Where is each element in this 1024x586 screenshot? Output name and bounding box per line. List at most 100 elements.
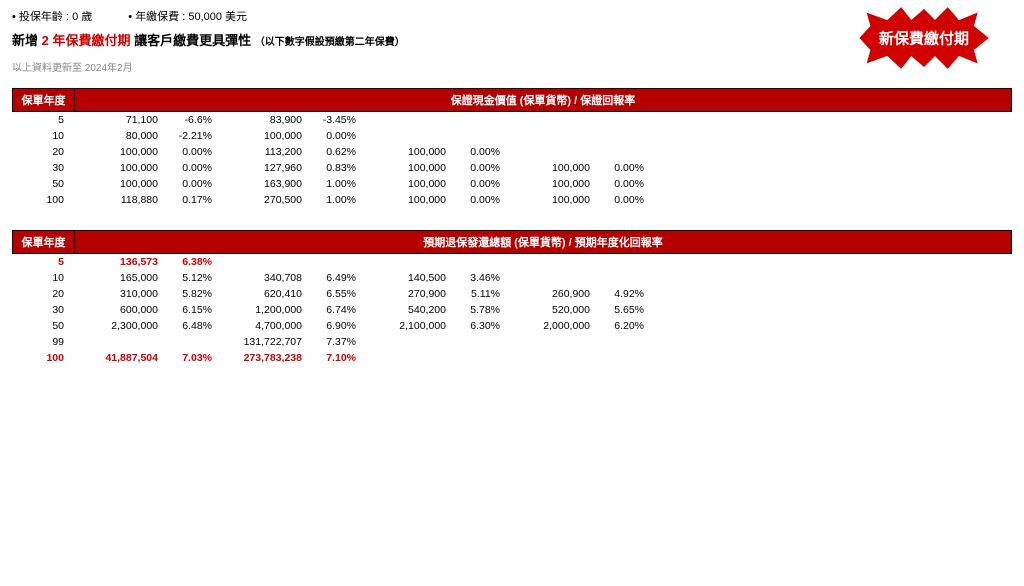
cell-value (362, 350, 452, 366)
cell-pct: 0.00% (596, 192, 650, 208)
cell-pct: -6.6% (164, 112, 218, 128)
cell-pct: 7.03% (164, 350, 218, 366)
cell-value: 165,000 (74, 270, 164, 286)
cell-pct: 1.00% (308, 176, 362, 192)
table-row: 571,100-6.6%83,900-3.45% (12, 112, 1012, 128)
cell-pct: 6.48% (164, 318, 218, 334)
cell-value: 113,200 (218, 144, 308, 160)
cell-pct (884, 254, 938, 270)
cell-pct: 3.46% (452, 270, 506, 286)
cell-value: 260,900 (506, 286, 596, 302)
table-projected: 保單年度 預期退保發還總額 (保單貨幣) / 預期年度化回報率 5136,573… (12, 230, 1012, 366)
cell-value (650, 302, 740, 318)
cell-pct (740, 176, 794, 192)
cell-pct (740, 286, 794, 302)
update-date-note: 以上資料更新至 2024年2月 (12, 59, 405, 74)
cell-value: 273,783,238 (218, 350, 308, 366)
cell-pct: 0.00% (452, 176, 506, 192)
cell-pct: 7.10% (308, 350, 362, 366)
cell-pct (884, 192, 938, 208)
bullet-age: 投保年齡 : 0 歲 (12, 8, 92, 24)
table2-body: 5136,5736.38%10165,0005.12%340,7086.49%1… (12, 254, 1012, 366)
table-row: 10165,0005.12%340,7086.49%140,5003.46% (12, 270, 1012, 286)
cell-year: 30 (12, 302, 74, 318)
title-pre: 新增 (12, 33, 38, 48)
cell-value (362, 254, 452, 270)
cell-pct (740, 192, 794, 208)
header-left: 投保年齡 : 0 歲 年繳保費 : 50,000 美元 新增 2 年保費繳付期 … (12, 8, 405, 74)
cell-value: 71,100 (74, 112, 164, 128)
cell-value (794, 286, 884, 302)
cell-pct: 5.12% (164, 270, 218, 286)
cell-pct (740, 350, 794, 366)
cell-value: 270,900 (362, 286, 452, 302)
cell-pct (740, 318, 794, 334)
table-row: 30100,0000.00%127,9600.83%100,0000.00%10… (12, 160, 1012, 176)
cell-pct (740, 128, 794, 144)
cell-year: 5 (12, 112, 74, 128)
cell-pct: 5.65% (596, 302, 650, 318)
cell-pct (884, 318, 938, 334)
cell-value (794, 270, 884, 286)
cell-value (650, 176, 740, 192)
cell-pct: 4.92% (596, 286, 650, 302)
cell-pct (596, 128, 650, 144)
cell-pct (596, 270, 650, 286)
cell-pct: 6.49% (308, 270, 362, 286)
cell-pct (596, 334, 650, 350)
cell-value: 4,700,000 (218, 318, 308, 334)
cell-value (794, 318, 884, 334)
cell-pct (740, 334, 794, 350)
cell-value (506, 350, 596, 366)
cell-year: 30 (12, 160, 74, 176)
cell-value (506, 254, 596, 270)
cell-pct: -2.21% (164, 128, 218, 144)
cell-value (650, 254, 740, 270)
cell-value: 100,000 (362, 144, 452, 160)
cell-year: 50 (12, 176, 74, 192)
cell-pct (740, 112, 794, 128)
cell-value (506, 334, 596, 350)
title-note-prepay: （以下數字假設預繳第二年保費） (255, 37, 405, 48)
cell-year: 10 (12, 128, 74, 144)
cell-value: 100,000 (218, 128, 308, 144)
cell-pct: 0.00% (164, 160, 218, 176)
cell-value: 80,000 (74, 128, 164, 144)
bullet-row: 投保年齡 : 0 歲 年繳保費 : 50,000 美元 (12, 8, 405, 24)
cell-pct: -3.45% (308, 112, 362, 128)
cell-value (506, 112, 596, 128)
starburst-text: 新保費繳付期 (879, 28, 969, 49)
table-row: 5136,5736.38% (12, 254, 1012, 270)
cell-pct (452, 112, 506, 128)
cell-pct (884, 334, 938, 350)
cell-value: 100,000 (74, 160, 164, 176)
cell-pct: 0.00% (452, 144, 506, 160)
cell-value: 600,000 (74, 302, 164, 318)
cell-pct: 6.15% (164, 302, 218, 318)
table1-body: 571,100-6.6%83,900-3.45%1080,000-2.21%10… (12, 112, 1012, 208)
cell-value: 131,722,707 (218, 334, 308, 350)
cell-pct: 0.00% (308, 128, 362, 144)
cell-value: 136,573 (74, 254, 164, 270)
table1-header-main: 保證現金價值 (保單貨幣) / 保證回報率 (75, 89, 1011, 111)
cell-value (794, 128, 884, 144)
cell-value: 100,000 (362, 160, 452, 176)
cell-pct (452, 334, 506, 350)
cell-pct: 0.83% (308, 160, 362, 176)
cell-value (362, 112, 452, 128)
cell-year: 10 (12, 270, 74, 286)
cell-pct: 5.78% (452, 302, 506, 318)
cell-value (794, 144, 884, 160)
cell-value (506, 128, 596, 144)
cell-pct (596, 144, 650, 160)
cell-pct: 0.00% (596, 160, 650, 176)
cell-pct: 0.00% (164, 144, 218, 160)
cell-pct: 0.00% (452, 160, 506, 176)
cell-value (794, 176, 884, 192)
cell-pct: 0.62% (308, 144, 362, 160)
cell-pct (884, 270, 938, 286)
cell-year: 99 (12, 334, 74, 350)
table-row: 10041,887,5047.03%273,783,2387.10% (12, 350, 1012, 366)
cell-pct (596, 112, 650, 128)
cell-pct (740, 270, 794, 286)
